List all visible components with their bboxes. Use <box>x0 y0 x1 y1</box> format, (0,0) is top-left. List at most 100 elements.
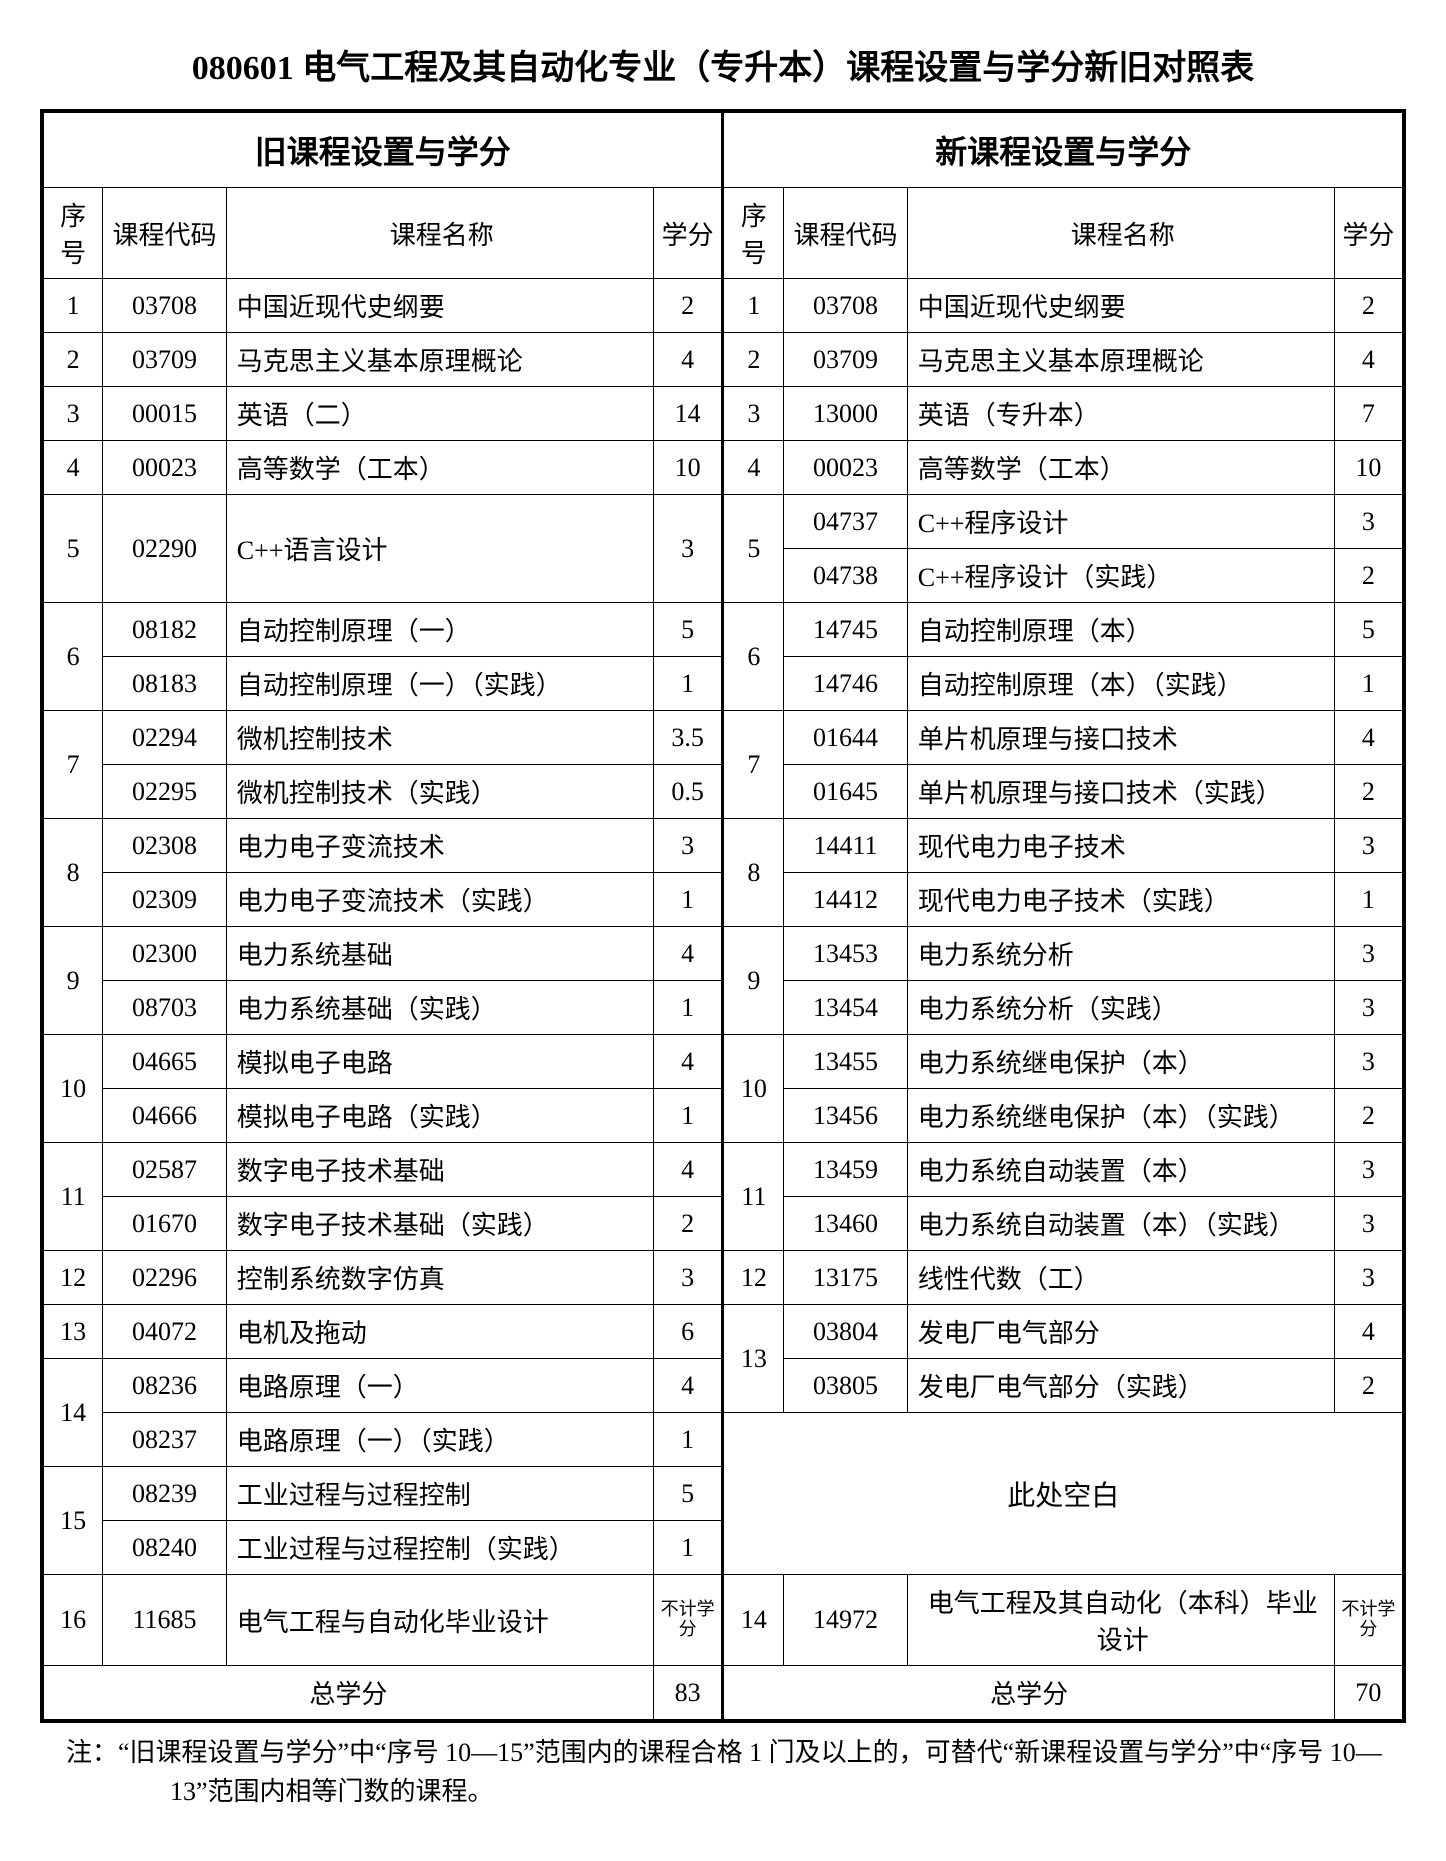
old-seq: 16 <box>42 1575 103 1666</box>
old-cred: 3 <box>653 495 723 603</box>
new-name: 马克思主义基本原理概论 <box>907 333 1334 387</box>
new-cred: 2 <box>1334 279 1404 333</box>
new-cred: 不计学分 <box>1334 1575 1404 1666</box>
new-name: 高等数学（工本） <box>907 441 1334 495</box>
old-seq: 12 <box>42 1251 103 1305</box>
hdr-code-new: 课程代码 <box>784 188 908 279</box>
new-name: 单片机原理与接口技术（实践） <box>907 765 1334 819</box>
new-seq: 1 <box>723 279 784 333</box>
new-name: 电力系统自动装置（本） <box>907 1143 1334 1197</box>
old-cred: 0.5 <box>653 765 723 819</box>
old-name: 马克思主义基本原理概论 <box>226 333 653 387</box>
new-seq: 5 <box>723 495 784 603</box>
old-name: 自动控制原理（一） <box>226 603 653 657</box>
old-name: 英语（二） <box>226 387 653 441</box>
new-cred: 3 <box>1334 495 1404 549</box>
old-cred: 1 <box>653 1089 723 1143</box>
new-code: 13453 <box>784 927 908 981</box>
new-seq: 11 <box>723 1143 784 1251</box>
old-name: 电机及拖动 <box>226 1305 653 1359</box>
old-cred: 6 <box>653 1305 723 1359</box>
footnote: 注：“旧课程设置与学分”中“序号 10—15”范围内的课程合格 1 门及以上的，… <box>40 1733 1406 1811</box>
old-name: 电路原理（一）（实践） <box>226 1413 653 1467</box>
old-code: 02300 <box>103 927 227 981</box>
old-code: 02295 <box>103 765 227 819</box>
old-seq: 2 <box>42 333 103 387</box>
new-name: 发电厂电气部分（实践） <box>907 1359 1334 1413</box>
old-cred: 14 <box>653 387 723 441</box>
new-cred: 2 <box>1334 765 1404 819</box>
old-name: 电力系统基础 <box>226 927 653 981</box>
new-name: 电力系统继电保护（本）（实践） <box>907 1089 1334 1143</box>
old-cred: 4 <box>653 333 723 387</box>
new-cred: 2 <box>1334 1089 1404 1143</box>
new-total-value: 70 <box>1334 1666 1404 1722</box>
old-code: 04666 <box>103 1089 227 1143</box>
hdr-name-old: 课程名称 <box>226 188 653 279</box>
new-code: 04737 <box>784 495 908 549</box>
new-code: 13454 <box>784 981 908 1035</box>
old-seq: 1 <box>42 279 103 333</box>
old-code: 11685 <box>103 1575 227 1666</box>
new-code: 03804 <box>784 1305 908 1359</box>
old-name: 工业过程与过程控制 <box>226 1467 653 1521</box>
new-code: 01645 <box>784 765 908 819</box>
new-code: 01644 <box>784 711 908 765</box>
new-cred: 3 <box>1334 1143 1404 1197</box>
old-code: 02587 <box>103 1143 227 1197</box>
hdr-cred-old: 学分 <box>653 188 723 279</box>
old-code: 08182 <box>103 603 227 657</box>
old-code: 08239 <box>103 1467 227 1521</box>
new-name: 电力系统分析 <box>907 927 1334 981</box>
new-name: 英语（专升本） <box>907 387 1334 441</box>
old-seq: 9 <box>42 927 103 1035</box>
new-cred: 3 <box>1334 1251 1404 1305</box>
new-name: 发电厂电气部分 <box>907 1305 1334 1359</box>
new-cred: 7 <box>1334 387 1404 441</box>
old-cred: 5 <box>653 603 723 657</box>
old-cred: 10 <box>653 441 723 495</box>
old-cred: 不计学分 <box>653 1575 723 1666</box>
new-code: 13175 <box>784 1251 908 1305</box>
new-name: 现代电力电子技术（实践） <box>907 873 1334 927</box>
old-name: 电路原理（一） <box>226 1359 653 1413</box>
old-seq: 6 <box>42 603 103 711</box>
new-seq: 7 <box>723 711 784 819</box>
new-name: 自动控制原理（本） <box>907 603 1334 657</box>
old-code: 08236 <box>103 1359 227 1413</box>
old-seq: 8 <box>42 819 103 927</box>
new-code: 04738 <box>784 549 908 603</box>
new-code: 13459 <box>784 1143 908 1197</box>
new-name: 现代电力电子技术 <box>907 819 1334 873</box>
old-code: 02290 <box>103 495 227 603</box>
old-seq: 10 <box>42 1035 103 1143</box>
old-seq: 4 <box>42 441 103 495</box>
old-name: C++语言设计 <box>226 495 653 603</box>
old-name: 数字电子技术基础（实践） <box>226 1197 653 1251</box>
old-code: 02309 <box>103 873 227 927</box>
new-cred: 3 <box>1334 1035 1404 1089</box>
old-code: 08183 <box>103 657 227 711</box>
new-total-label: 总学分 <box>723 1666 1334 1722</box>
old-name: 工业过程与过程控制（实践） <box>226 1521 653 1575</box>
new-cred: 1 <box>1334 657 1404 711</box>
old-cred: 1 <box>653 1521 723 1575</box>
old-code: 00023 <box>103 441 227 495</box>
old-name: 电力电子变流技术 <box>226 819 653 873</box>
new-seq: 12 <box>723 1251 784 1305</box>
new-cred: 1 <box>1334 873 1404 927</box>
new-cred: 4 <box>1334 333 1404 387</box>
new-group-header: 新课程设置与学分 <box>723 111 1404 188</box>
old-name: 中国近现代史纲要 <box>226 279 653 333</box>
new-cred: 5 <box>1334 603 1404 657</box>
new-code: 03709 <box>784 333 908 387</box>
old-total-value: 83 <box>653 1666 723 1722</box>
new-cred: 3 <box>1334 981 1404 1035</box>
new-name: 电力系统自动装置（本）（实践） <box>907 1197 1334 1251</box>
new-name: 电力系统继电保护（本） <box>907 1035 1334 1089</box>
old-cred: 1 <box>653 1413 723 1467</box>
old-seq: 3 <box>42 387 103 441</box>
old-code: 08703 <box>103 981 227 1035</box>
old-cred: 3 <box>653 1251 723 1305</box>
old-code: 01670 <box>103 1197 227 1251</box>
